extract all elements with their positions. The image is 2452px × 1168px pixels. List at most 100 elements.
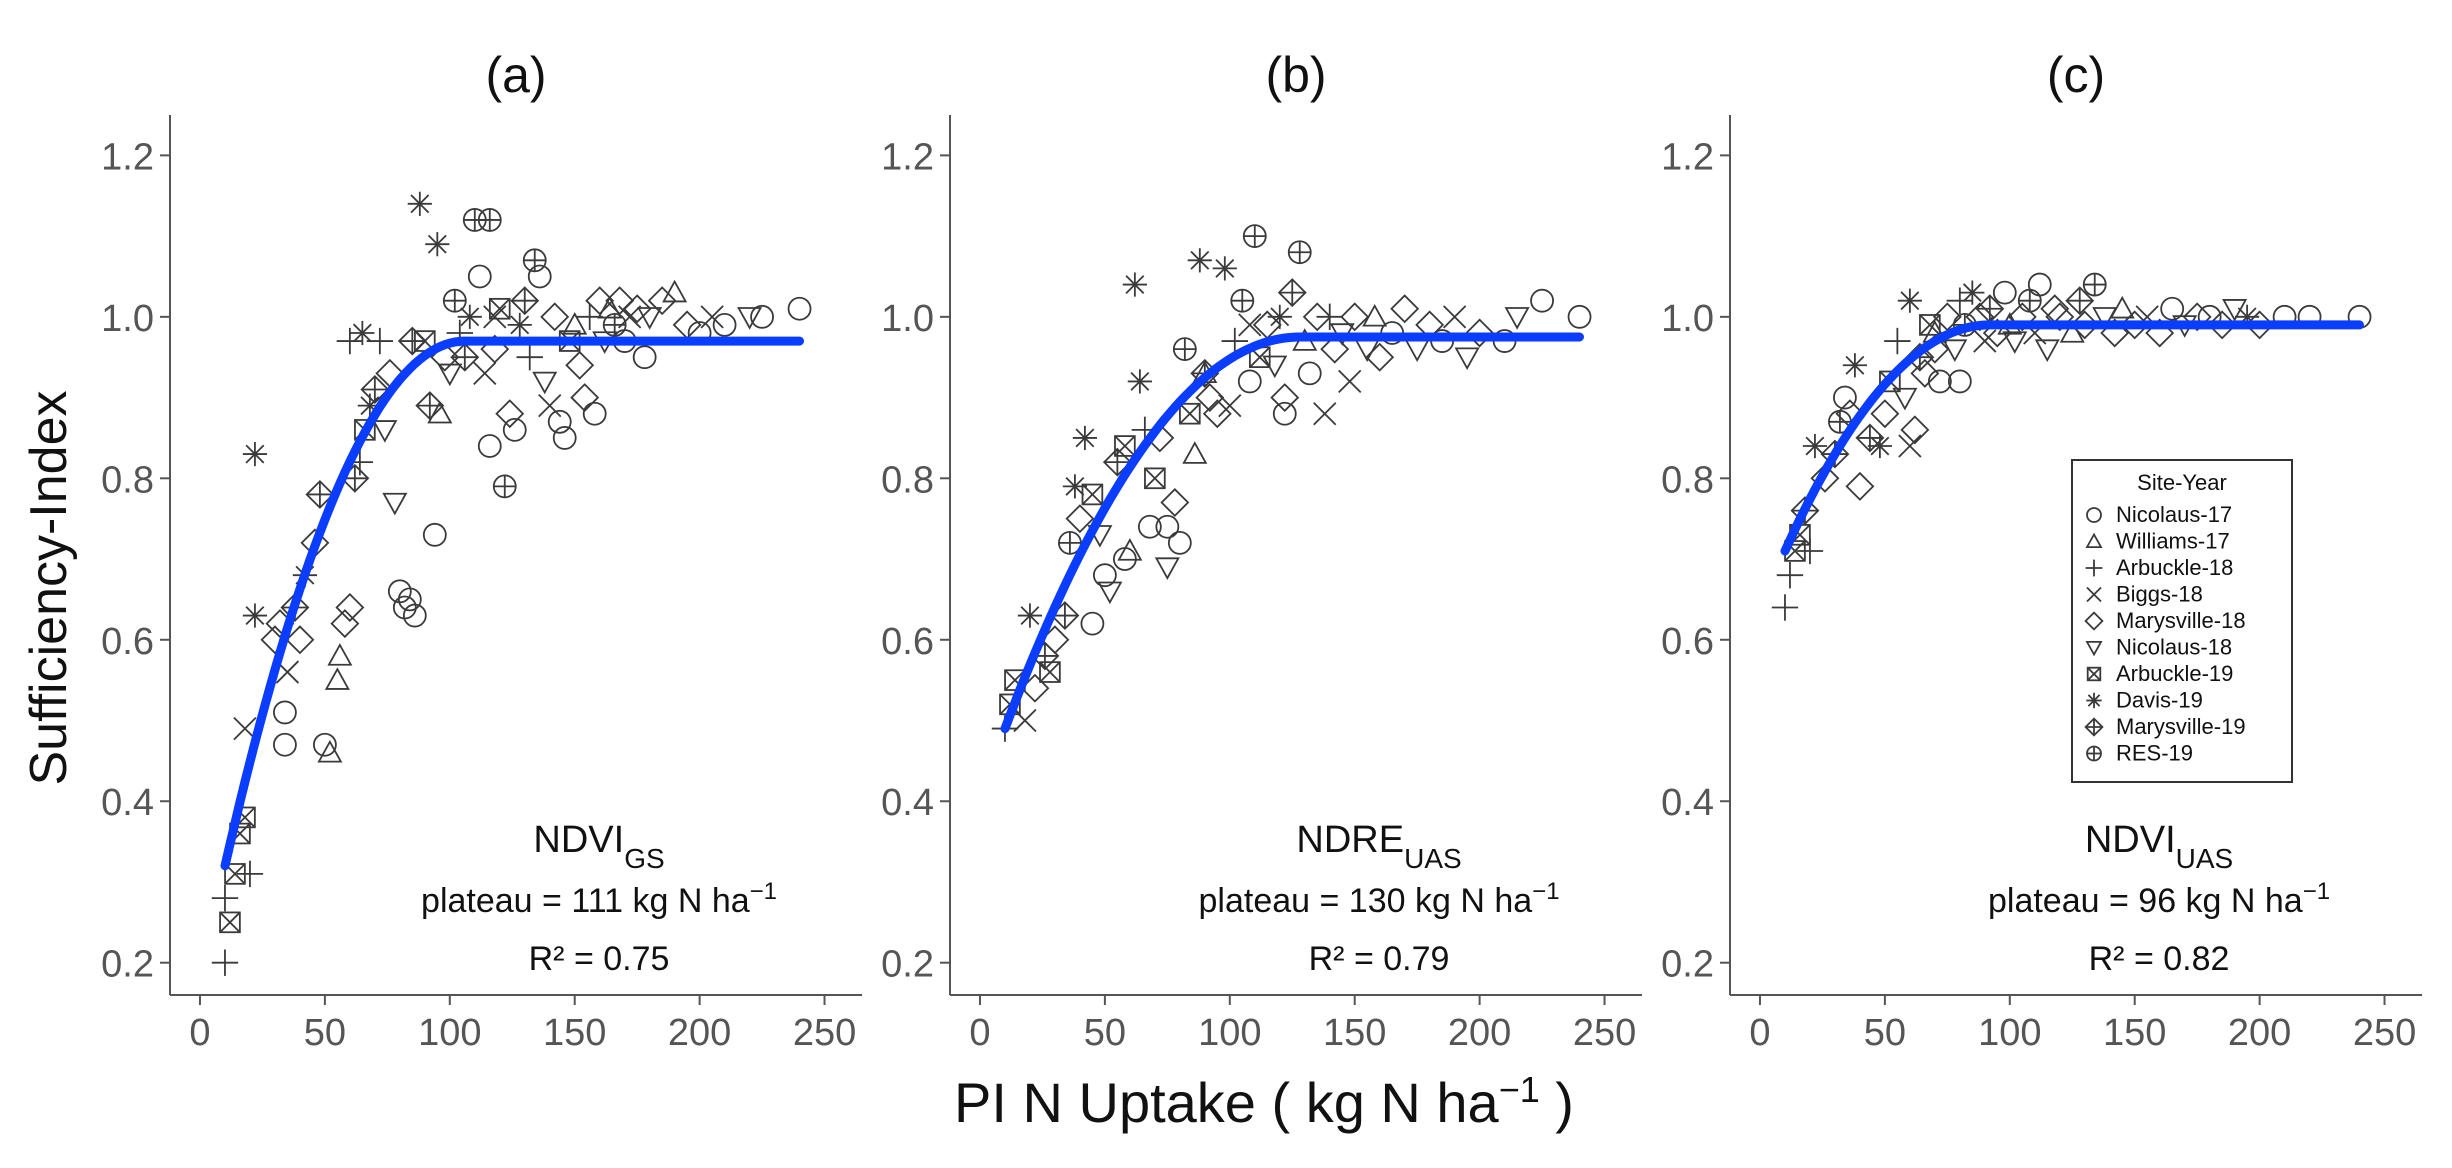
index-label: NDREUAS	[1296, 819, 1461, 874]
data-point-triangle-up	[597, 295, 623, 319]
data-point-square-cross	[1081, 483, 1104, 506]
data-point-cross	[538, 394, 562, 418]
data-point-circle-plus	[1287, 240, 1312, 265]
data-point-plus	[336, 327, 364, 355]
data-point-cross	[1338, 369, 1362, 394]
data-point-asterisk	[1802, 433, 1828, 459]
x-axis-label: PI N Uptake ( kg N ha−1 )	[954, 1069, 1574, 1135]
data-point-triangle-down	[2002, 331, 2028, 354]
legend-entry-label: RES-19	[2116, 741, 2193, 766]
panel-label: (a)	[485, 47, 546, 103]
data-point-circle	[2160, 296, 2185, 321]
data-point-asterisk	[1897, 288, 1922, 313]
data-point-triangle-up	[327, 643, 353, 666]
legend-entry-label: Arbuckle-19	[2116, 661, 2233, 686]
panel-c: 0.2 0.4 0.6 0.8 1.0 1.2 0 50 100 150 200 250 (c) NDVI…	[1661, 47, 2422, 1054]
data-point-diamond	[1320, 334, 1350, 364]
data-point-diamond	[1302, 302, 1332, 332]
plateau-label-sup: −1	[2303, 878, 2330, 905]
y-tick-label: 0.2	[1661, 944, 1714, 986]
data-point-cross	[1442, 305, 1467, 329]
data-point-cross	[1238, 313, 1262, 337]
data-point-cross	[473, 361, 497, 385]
data-point-asterisk	[457, 304, 482, 329]
legend-marker-triangle-down	[2085, 641, 2103, 657]
x-tick-label: 100	[1978, 1012, 2041, 1054]
data-point-triangle-down	[1504, 307, 1530, 330]
data-point-cross	[1013, 708, 1037, 733]
data-point-circle	[273, 700, 297, 725]
data-point-triangle-down	[532, 371, 558, 395]
data-point-diamond	[2045, 302, 2075, 332]
data-point-diamond	[1465, 318, 1495, 348]
data-point-diamond	[647, 286, 677, 316]
panel-a: 0.2 0.4 0.6 0.8 1.0 1.2 0 50 100 150 200 250 (a) NDVI…	[101, 47, 862, 1054]
data-point-diamond	[1270, 383, 1300, 413]
legend-marker-triangle-up	[2085, 532, 2103, 548]
legend-entry-label: Marysville-19	[2116, 714, 2246, 739]
y-tick-label: 0.4	[101, 782, 154, 824]
data-point-circle	[1155, 514, 1180, 539]
data-point-asterisk	[350, 320, 375, 346]
x-tick-label: 250	[2353, 1012, 2416, 1054]
x-axis-label-end: )	[1540, 1071, 1574, 1134]
data-point-circle	[2027, 272, 2052, 297]
data-point-cross	[1898, 434, 1922, 458]
data-point-asterisk	[1072, 425, 1098, 451]
data-point-circle	[1530, 288, 1554, 313]
data-point-circle-plus	[1230, 288, 1255, 313]
y-tick-label: 0.8	[101, 459, 154, 501]
data-point-diamond	[1195, 383, 1225, 413]
data-point-plus	[1884, 327, 1911, 355]
data-point-triangle-down	[637, 307, 663, 330]
data-point-plus	[1776, 561, 1804, 589]
data-point-square-cross	[1179, 402, 1201, 425]
data-point-asterisk	[1017, 603, 1043, 628]
data-point-triangle-up	[562, 312, 588, 335]
x-tick-label: 50	[1864, 1012, 1906, 1054]
data-point-cross	[1218, 394, 1242, 418]
data-point-plus	[516, 344, 543, 371]
y-tick-label: 0.6	[881, 621, 934, 663]
y-tick-label: 1.2	[881, 136, 934, 178]
legend-marker-asterisk	[2086, 692, 2102, 709]
data-point-circle-plus	[492, 474, 517, 499]
data-point-circle-plus	[2082, 272, 2107, 297]
data-point-triangle-down	[737, 307, 763, 330]
data-point-plus	[1316, 303, 1343, 331]
data-point-diamond	[622, 294, 652, 324]
y-tick-label: 1.0	[881, 298, 934, 340]
index-label-sub: GS	[624, 843, 664, 874]
legend-marker-plus	[2085, 559, 2103, 577]
y-tick-label: 0.6	[101, 621, 154, 663]
data-point-circle	[547, 409, 572, 434]
data-point-triangle-up	[2109, 295, 2135, 319]
data-point-cross	[1313, 402, 1337, 426]
data-point-cross	[483, 305, 507, 329]
y-tick-label: 0.2	[881, 944, 934, 986]
data-point-asterisk	[1267, 304, 1292, 329]
data-point-triangle-down	[372, 420, 398, 443]
data-point-circle	[1567, 304, 1592, 329]
data-point-circle-plus	[1058, 530, 1082, 555]
data-point-circle	[1272, 401, 1297, 426]
index-label-main: NDVI	[2085, 819, 2176, 861]
data-point-triangle-up	[1117, 538, 1143, 561]
data-point-circle	[1237, 369, 1262, 394]
legend-entry: Arbuckle-18	[2085, 555, 2233, 580]
legend-entry: Marysville-18	[2084, 608, 2246, 633]
plateau-label-main: plateau = 130 kg N ha	[1199, 882, 1533, 920]
legend-entry: Davis-19	[2086, 688, 2203, 713]
data-point-circle	[402, 603, 427, 628]
data-point-diamond	[605, 286, 635, 316]
data-point-asterisk	[1127, 369, 1152, 394]
data-point-triangle-down	[437, 363, 463, 387]
data-point-triangle-down	[1892, 387, 1918, 411]
legend-entry: Nicolaus-18	[2085, 635, 2232, 660]
data-point-diamond-plus	[510, 286, 540, 316]
data-point-plus	[211, 884, 239, 912]
y-tick-label: 1.0	[1661, 298, 1714, 340]
data-point-circle	[1167, 530, 1192, 555]
x-axis-label-main: PI N Uptake ( kg N ha	[954, 1071, 1500, 1134]
y-tick-label: 0.4	[1661, 782, 1714, 824]
